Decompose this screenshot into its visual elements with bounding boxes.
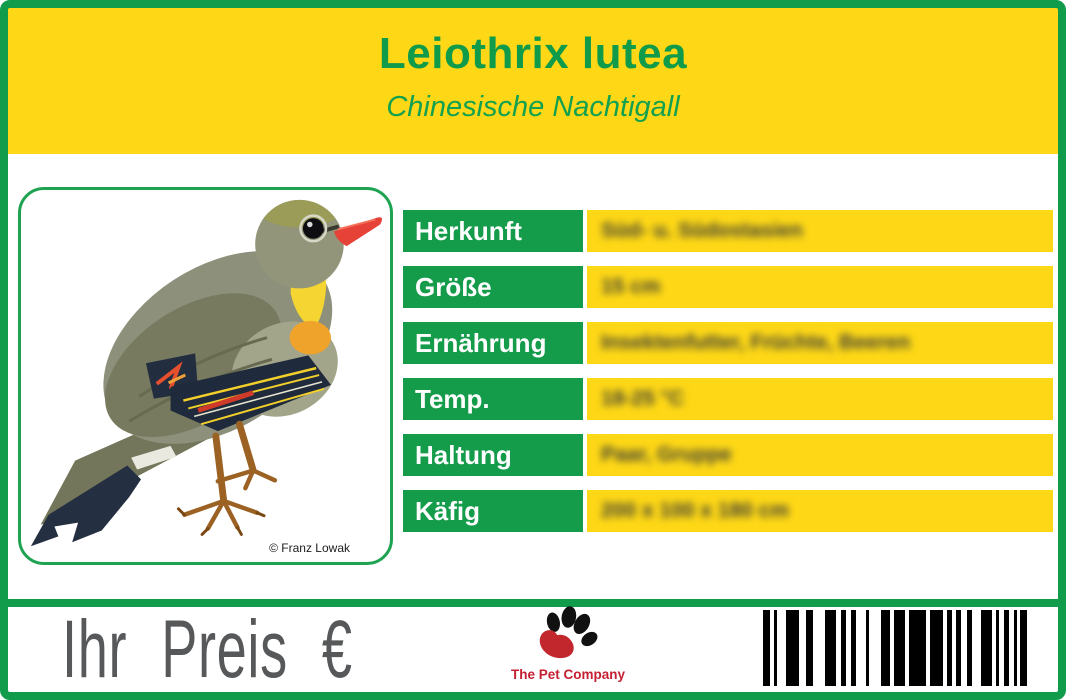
header-band: Leiothrix lutea Chinesische Nachtigall [8, 8, 1058, 154]
divider-line [0, 599, 1066, 607]
spec-value-blurred: 18-25 °C [587, 378, 1053, 420]
brand-name: The Pet Company [510, 667, 626, 682]
spec-row-herkunft: Herkunft Süd- u. Südostasien [403, 210, 1053, 252]
spec-label: Temp. [403, 378, 583, 420]
spec-gap [583, 266, 587, 308]
bird-photo-frame: © Franz Lowak [18, 187, 393, 565]
paw-icon [539, 606, 598, 659]
spec-value-blurred: Süd- u. Südostasien [587, 210, 1053, 252]
species-subtitle: Chinesische Nachtigall [386, 91, 680, 123]
spec-gap [583, 322, 587, 364]
brand-logo: The Pet Company [510, 604, 626, 694]
bird-illustration [30, 199, 383, 547]
spec-row-groesse: Größe 15 cm [403, 266, 1053, 308]
spec-value-blurred: Insektenfutter, Früchte, Beeren [587, 322, 1053, 364]
spec-gap [583, 434, 587, 476]
spec-value-blurred: Paar, Gruppe [587, 434, 1053, 476]
price-label: Ihr Preis € [62, 604, 353, 695]
spec-gap [583, 210, 587, 252]
spec-label: Käfig [403, 490, 583, 532]
spec-row-ernaehrung: Ernährung Insektenfutter, Früchte, Beere… [403, 322, 1053, 364]
species-title: Leiothrix lutea [378, 29, 688, 78]
spec-row-temp: Temp. 18-25 °C [403, 378, 1053, 420]
spec-table: Herkunft Süd- u. Südostasien Größe 15 cm… [403, 210, 1053, 546]
spec-row-haltung: Haltung Paar, Gruppe [403, 434, 1053, 476]
spec-row-kaefig: Käfig 200 x 100 x 180 cm [403, 490, 1053, 532]
spec-label: Haltung [403, 434, 583, 476]
spec-label: Ernährung [403, 322, 583, 364]
barcode [763, 610, 1027, 686]
spec-value-blurred: 200 x 100 x 180 cm [587, 490, 1053, 532]
photo-credit: © Franz Lowak [269, 541, 350, 555]
spec-label: Größe [403, 266, 583, 308]
spec-label: Herkunft [403, 210, 583, 252]
spec-gap [583, 378, 587, 420]
spec-gap [583, 490, 587, 532]
spec-value-blurred: 15 cm [587, 266, 1053, 308]
